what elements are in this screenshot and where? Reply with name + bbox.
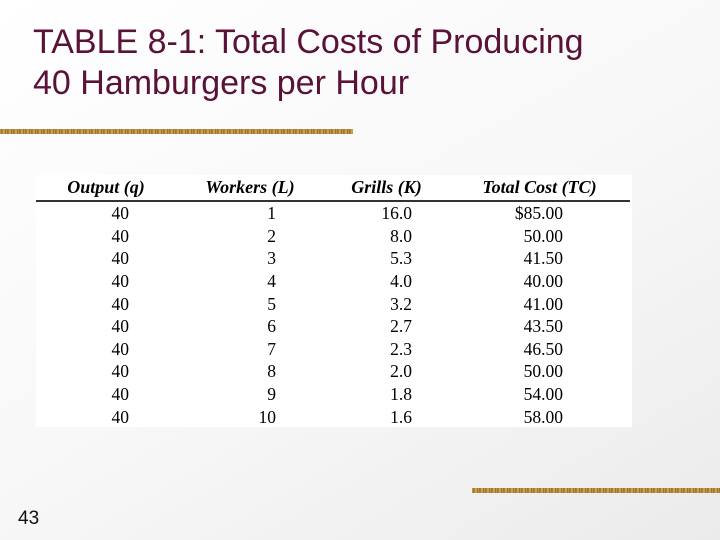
cell-output: 40 xyxy=(111,248,130,269)
cell-total-cost: 46.50 xyxy=(523,338,563,359)
table-row: 40 5 3.2 41.00 xyxy=(36,292,630,315)
cell-workers: 10 xyxy=(258,406,277,427)
table-row: 40 6 2.7 43.50 xyxy=(36,315,630,338)
header-total-cost: Total Cost (TC) xyxy=(449,175,630,202)
table-row: 40 1 16.0 $85.00 xyxy=(36,201,630,225)
cell-grills: 1.6 xyxy=(390,406,412,427)
cell-total-cost: 41.00 xyxy=(523,293,563,314)
cell-grills: 8.0 xyxy=(390,225,412,246)
table-row: 40 2 8.0 50.00 xyxy=(36,225,630,248)
table-row: 40 4 4.0 40.00 xyxy=(36,270,630,293)
cell-workers: 5 xyxy=(267,293,276,314)
cell-output: 40 xyxy=(111,384,130,405)
cell-total-cost: 54.00 xyxy=(523,384,563,405)
cost-table: Output (q) Workers (L) Grills (K) Total … xyxy=(36,175,630,428)
cell-total-cost: $85.00 xyxy=(514,203,563,224)
cell-grills: 4.0 xyxy=(390,271,412,292)
cell-grills: 3.2 xyxy=(390,293,412,314)
cell-workers: 6 xyxy=(267,316,276,337)
cell-workers: 7 xyxy=(267,338,276,359)
cell-grills: 1.8 xyxy=(390,384,412,405)
cell-output: 40 xyxy=(111,338,130,359)
table-row: 40 8 2.0 50.00 xyxy=(36,360,630,383)
cell-output: 40 xyxy=(111,271,130,292)
decorative-rule-top xyxy=(0,129,353,134)
header-output: Output (q) xyxy=(36,175,176,202)
cell-grills: 2.7 xyxy=(390,316,412,337)
slide-title: TABLE 8-1: Total Costs of Producing 40 H… xyxy=(33,22,703,104)
table-row: 40 3 5.3 41.50 xyxy=(36,247,630,270)
table-row: 40 10 1.6 58.00 xyxy=(36,405,630,428)
table-row: 40 9 1.8 54.00 xyxy=(36,383,630,406)
header-grills: Grills (K) xyxy=(324,175,449,202)
table-body: 40 1 16.0 $85.00 40 2 8.0 50.00 40 3 5.3 41.50 40 4 4.… xyxy=(36,201,630,428)
cell-total-cost: 50.00 xyxy=(523,361,563,382)
slide-title-line-1: TABLE 8-1: Total Costs of Producing xyxy=(33,23,584,61)
cell-total-cost: 43.50 xyxy=(523,316,563,337)
cell-output: 40 xyxy=(111,293,130,314)
cell-output: 40 xyxy=(111,225,130,246)
cell-total-cost: 40.00 xyxy=(523,271,563,292)
cell-grills: 16.0 xyxy=(381,203,412,224)
cell-total-cost: 41.50 xyxy=(523,248,563,269)
cell-grills: 5.3 xyxy=(390,248,412,269)
cost-table-container: Output (q) Workers (L) Grills (K) Total … xyxy=(36,175,632,427)
cell-grills: 2.3 xyxy=(390,338,412,359)
cell-output: 40 xyxy=(111,406,130,427)
cell-workers: 4 xyxy=(267,271,276,292)
table-header-row: Output (q) Workers (L) Grills (K) Total … xyxy=(36,175,630,202)
cell-workers: 9 xyxy=(267,384,276,405)
page-number: 43 xyxy=(18,508,40,529)
cell-grills: 2.0 xyxy=(390,361,412,382)
cell-workers: 1 xyxy=(267,203,276,224)
cell-workers: 8 xyxy=(267,361,276,382)
cell-workers: 2 xyxy=(267,225,276,246)
header-workers: Workers (L) xyxy=(176,175,324,202)
cell-output: 40 xyxy=(111,316,130,337)
cell-total-cost: 50.00 xyxy=(523,225,563,246)
slide-title-line-2: 40 Hamburgers per Hour xyxy=(33,64,410,102)
table-row: 40 7 2.3 46.50 xyxy=(36,338,630,361)
cell-output: 40 xyxy=(111,203,130,224)
cell-output: 40 xyxy=(111,361,130,382)
decorative-rule-bottom xyxy=(472,488,720,493)
cell-workers: 3 xyxy=(267,248,276,269)
cell-total-cost: 58.00 xyxy=(523,406,563,427)
